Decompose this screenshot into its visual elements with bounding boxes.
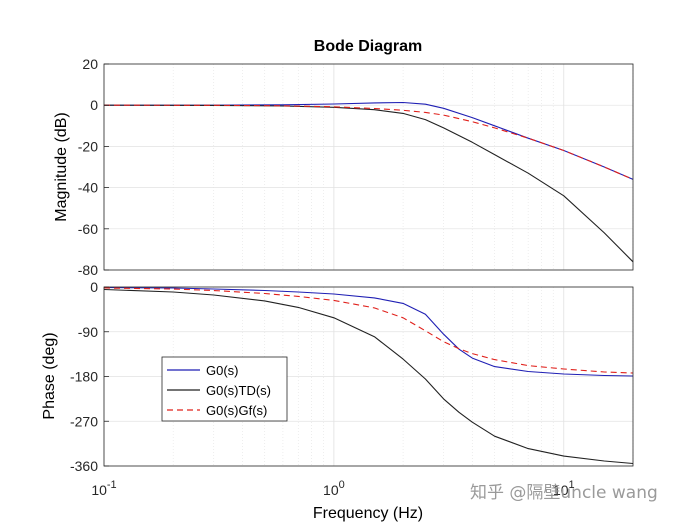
x-axis-label: Frequency (Hz): [313, 505, 423, 522]
magnitude-plot-area: [104, 64, 633, 270]
magnitude-series-g0stds: [103, 104, 634, 263]
phase-y-ticks: 0 -90 -180 -270 -360: [70, 279, 109, 474]
x-tick-label: 100: [323, 479, 345, 498]
magnitude-series-g0s: [104, 101, 634, 180]
x-tick-label: 101: [553, 479, 575, 498]
magnitude-y-tick-label: -60: [78, 221, 98, 237]
legend: G0(s) G0(s)TD(s) G0(s)Gf(s): [161, 356, 288, 422]
magnitude-y-tick-label: 0: [90, 97, 98, 113]
magnitude-series: [103, 101, 634, 263]
magnitude-frame: [103, 63, 634, 271]
phase-axis-label: Phase (deg): [41, 332, 58, 419]
magnitude-series-g0sgfs: [103, 104, 634, 180]
phase-y-tick-label: -180: [70, 369, 98, 385]
phase-series-g0stds: [103, 288, 634, 465]
x-axis-ticks: 10-1 100 101: [91, 479, 574, 498]
magnitude-y-tick-label: -80: [78, 262, 98, 278]
magnitude-y-tick-label: -40: [78, 180, 98, 196]
legend-label-g0: G0(s): [206, 363, 239, 378]
phase-y-tick-label: -270: [70, 413, 98, 429]
x-tick-label: 10-1: [91, 479, 116, 498]
magnitude-panel: 20 0 -20 -40 -60 -80 Magnitude (dB): [53, 56, 634, 278]
watermark: 知乎 @隔壁uncle wang: [470, 483, 658, 503]
phase-series-g0sgfs: [103, 287, 634, 374]
chart-title: Bode Diagram: [314, 38, 422, 55]
magnitude-axis-label: Magnitude (dB): [53, 112, 70, 221]
phase-y-tick-label: -90: [78, 324, 98, 340]
phase-series: [103, 286, 634, 465]
magnitude-y-ticks: 20 0 -20 -40 -60 -80: [78, 56, 109, 278]
phase-panel: 0 -90 -180 -270 -360 Phase (deg): [41, 279, 634, 474]
magnitude-y-tick-label: -20: [78, 138, 98, 154]
legend-label-g0gf: G0(s)Gf(s): [206, 403, 267, 418]
phase-y-tick-label: 0: [90, 279, 98, 295]
magnitude-y-tick-label: 20: [82, 56, 98, 72]
phase-series-g0s: [103, 286, 634, 377]
legend-label-g0td: G0(s)TD(s): [206, 383, 271, 398]
phase-y-tick-label: -360: [70, 458, 98, 474]
